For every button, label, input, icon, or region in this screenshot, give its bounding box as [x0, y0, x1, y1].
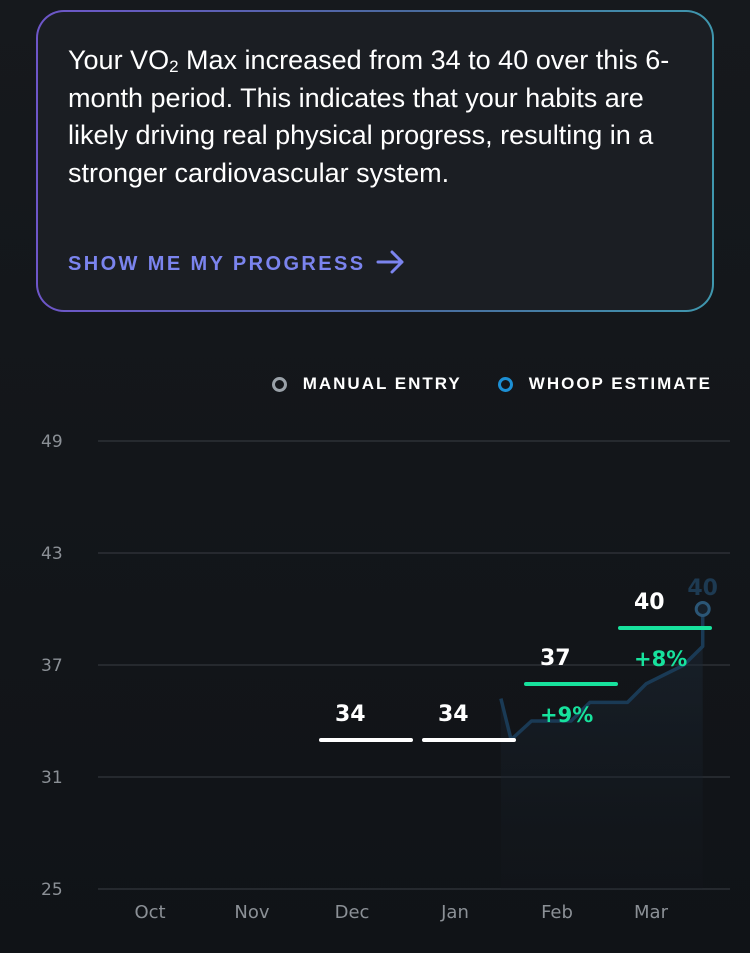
legend-whoop-estimate-label: WHOOP ESTIMATE	[528, 374, 712, 393]
y-tick-label: 31	[41, 768, 63, 788]
x-tick-label: Oct	[134, 902, 165, 923]
arrow-right-icon	[376, 250, 406, 278]
show-progress-label: SHOW ME MY PROGRESS	[68, 252, 366, 275]
x-tick-label: Dec	[335, 902, 370, 923]
x-tick-label: Mar	[634, 902, 669, 923]
insight-card: Your VO2 Max increased from 34 to 40 ove…	[36, 10, 714, 312]
manual-entry-change-label: +9%	[540, 703, 593, 727]
y-tick-label: 49	[41, 432, 63, 452]
x-tick-label: Nov	[234, 902, 269, 923]
manual-entry-value-label: 34	[438, 702, 469, 727]
whoop-estimate-end-label: 40	[687, 576, 718, 601]
y-tick-label: 25	[41, 880, 63, 900]
manual-entry-change-label: +8%	[634, 647, 687, 671]
chart-legend: MANUAL ENTRY WHOOP ESTIMATE	[236, 374, 712, 394]
whoop-estimate-end-point	[694, 601, 711, 617]
whoop-estimate-area	[500, 609, 703, 889]
manual-entry-value-label: 40	[634, 590, 665, 615]
whoop-estimate-dot-icon	[497, 376, 513, 392]
insight-text-part2: Max increased from 34 to 40 over this 6-…	[68, 45, 670, 188]
legend-manual-entry-label: MANUAL ENTRY	[302, 374, 462, 393]
show-progress-button[interactable]: SHOW ME MY PROGRESS	[68, 250, 406, 278]
x-tick-label: Jan	[440, 902, 469, 923]
insight-text: Your VO2 Max increased from 34 to 40 ove…	[68, 42, 688, 192]
manual-entry-value-label: 37	[540, 646, 571, 671]
legend-whoop-estimate[interactable]: WHOOP ESTIMATE	[497, 374, 712, 394]
manual-entry-value-label: 34	[335, 702, 366, 727]
insight-text-subscript: 2	[169, 57, 179, 76]
y-tick-label: 43	[41, 544, 63, 564]
insight-card-body: Your VO2 Max increased from 34 to 40 ove…	[38, 12, 712, 310]
x-tick-label: Feb	[541, 902, 573, 923]
legend-manual-entry[interactable]: MANUAL ENTRY	[271, 374, 462, 394]
manual-entry-dot-icon	[271, 376, 287, 392]
whoop-estimate-line	[499, 609, 705, 742]
y-tick-label: 37	[41, 656, 63, 676]
insight-text-part1: Your VO	[68, 45, 170, 75]
